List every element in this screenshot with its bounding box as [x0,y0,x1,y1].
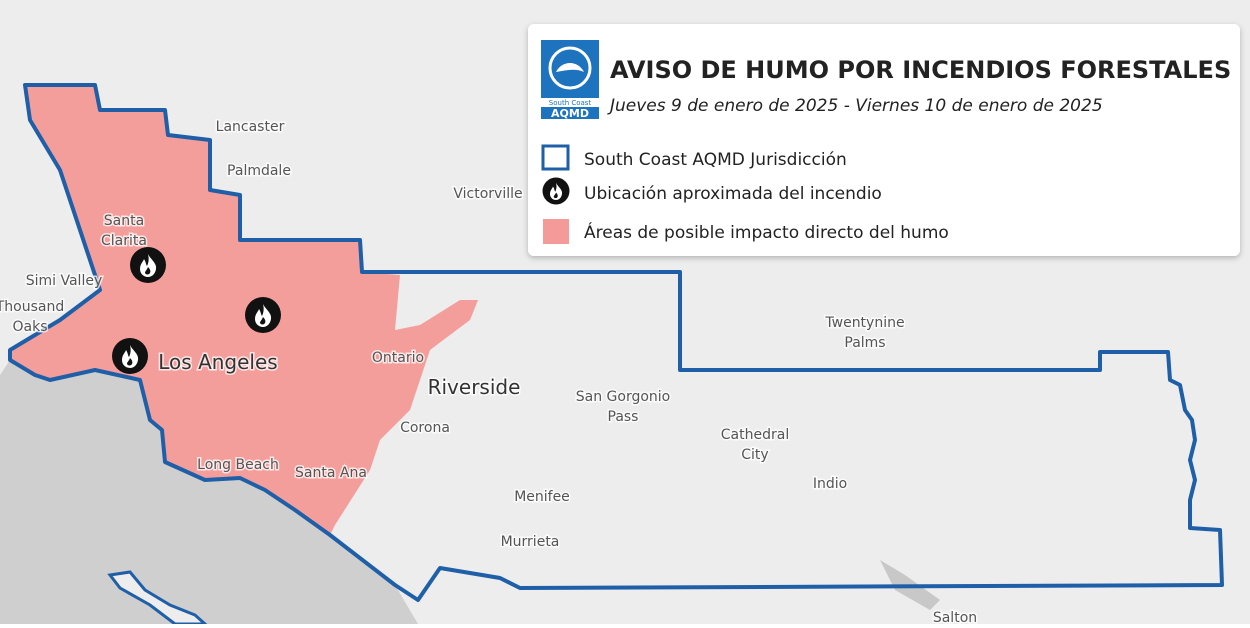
place-label: Thousand [0,299,64,315]
place-label: Cathedral [721,427,789,443]
smoke-impact-area [10,85,478,535]
place-label: Palmdale [227,163,291,179]
place-label: Menifee [514,489,570,505]
place-label: Twentynine [824,315,904,331]
place-label: Clarita [101,233,147,249]
legend: South Coast AQMD AVISO DE HUMO POR INCEN… [528,24,1240,256]
place-label: Santa [104,213,144,229]
place-label: Indio [813,476,847,492]
legend-swatch-fire [542,177,570,205]
legend-item: South Coast AQMD Jurisdicción [584,150,847,170]
place-label: Palms [844,335,885,351]
place-label: Pass [608,409,639,425]
island [107,570,209,626]
logo-text: South Coast [549,99,592,107]
place-label: Victorville [453,186,522,202]
legend-swatch-area [543,219,569,244]
fire-icon [245,297,281,333]
legend-box [528,24,1240,256]
place-label: Ontario [372,350,424,366]
place-label: Corona [400,420,450,436]
place-label: Lancaster [216,119,285,135]
legend-swatch-boundary [541,144,570,171]
place-label: Oaks [13,319,48,335]
fire-icon [130,247,166,283]
legend-subtitle: Jueves 9 de enero de 2025 - Viernes 10 d… [607,96,1103,116]
fire-icon [112,338,148,374]
legend-item: Ubicación aproximada del incendio [584,184,882,204]
legend-title: AVISO DE HUMO POR INCENDIOS FORESTALES [610,56,1231,84]
place-label: Murrieta [501,534,560,550]
logo-text: AQMD [551,107,589,120]
place-label: Long Beach [197,457,279,473]
place-label: San Gorgonio [576,389,671,405]
place-label: Los Angeles [158,350,277,374]
place-label: Salton [933,610,977,624]
place-label: Simi Valley [26,273,103,289]
place-label: City [741,447,768,463]
legend-item: Áreas de posible impacto directo del hum… [584,221,949,243]
ocean [0,360,418,624]
logo-mark [556,63,584,72]
logo-band [541,107,599,119]
logo-mark [548,46,592,90]
place-label: Riverside [428,375,521,399]
jurisdiction-boundary [8,83,1224,602]
place-label: Santa Ana [295,465,367,481]
place-labels: Lancaster Palmdale Victorville Santa Clarita… [0,118,979,628]
